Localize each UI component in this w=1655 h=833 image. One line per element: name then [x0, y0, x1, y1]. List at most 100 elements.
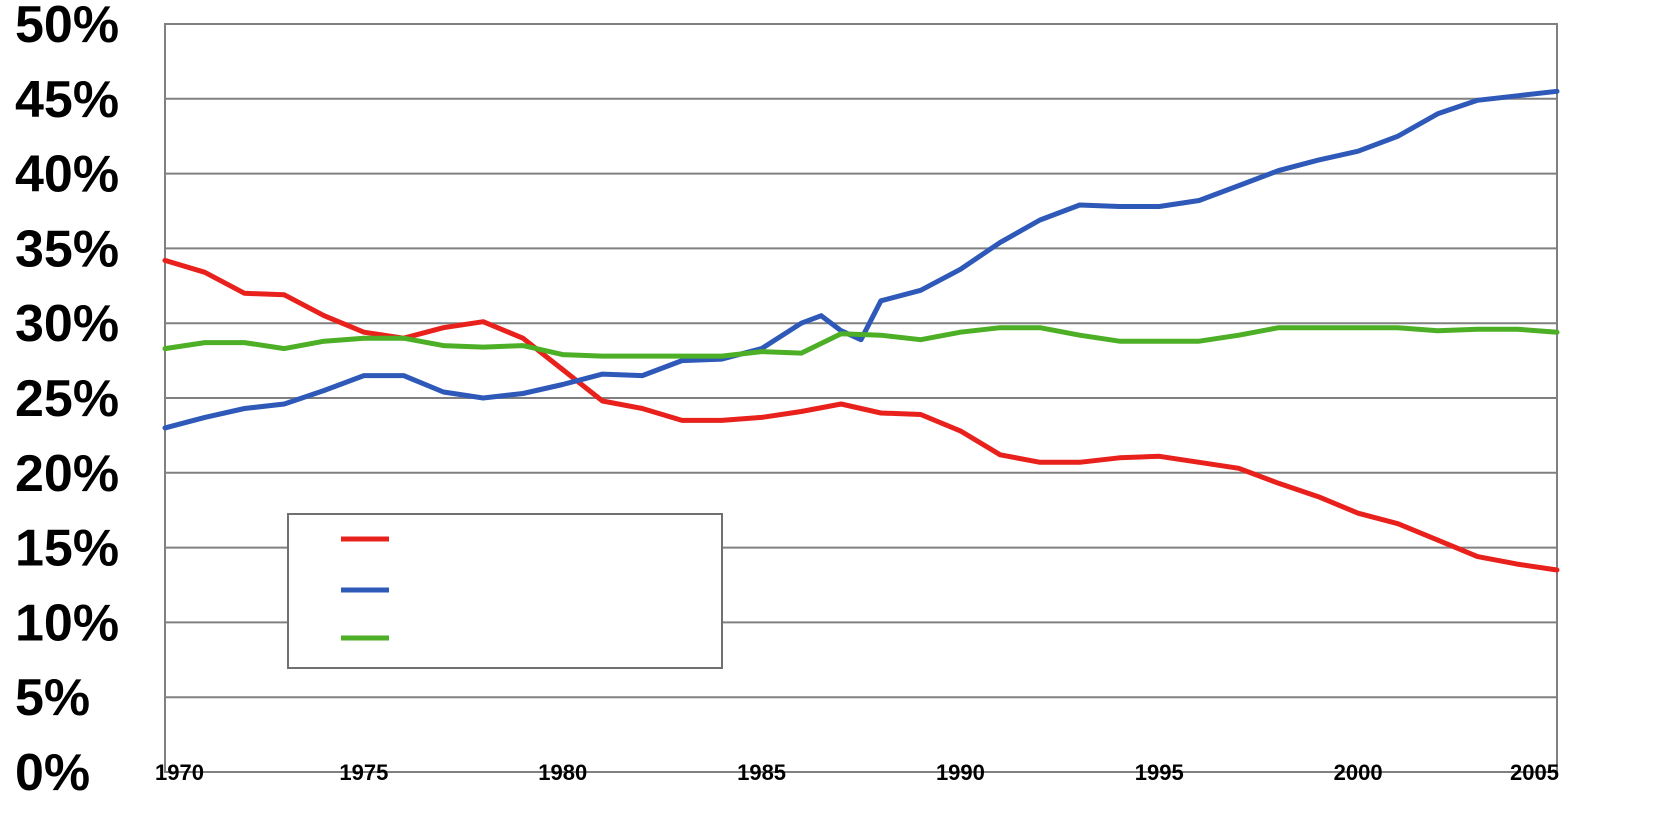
- data-point: [1435, 328, 1440, 333]
- data-point: [1555, 89, 1559, 94]
- data-point: [958, 330, 963, 335]
- data-point: [282, 292, 287, 297]
- y-tick-label: 30%: [15, 295, 119, 353]
- x-tick-label: 1985: [737, 760, 786, 785]
- y-axis-tick-labels: 0% 5% 10% 15% 20% 25% 30% 35% 40% 45% 50%: [15, 0, 119, 802]
- data-point: [1077, 460, 1082, 465]
- data-point: [918, 337, 923, 342]
- data-point: [1157, 454, 1162, 459]
- x-tick-label: 1990: [936, 760, 985, 785]
- plot-area-frame: [164, 23, 1558, 773]
- data-point: [401, 373, 406, 378]
- data-point: [1475, 98, 1480, 103]
- y-tick-label: 50%: [15, 0, 119, 54]
- data-point: [600, 398, 605, 403]
- legend-items: [341, 536, 389, 641]
- data-point: [361, 330, 366, 335]
- data-point: [322, 388, 327, 393]
- series-line: [162, 88, 1560, 431]
- data-point: [1316, 494, 1321, 499]
- data-point: [1276, 168, 1281, 173]
- data-point: [1435, 111, 1440, 116]
- data-point: [719, 418, 724, 423]
- data-point: [242, 291, 247, 296]
- series-3: [162, 325, 1560, 359]
- legend: [287, 513, 723, 669]
- data-point: [202, 270, 207, 275]
- data-point: [1515, 93, 1520, 98]
- x-tick-label: 1980: [538, 760, 587, 785]
- data-point: [1037, 217, 1042, 222]
- x-tick-label: 2005: [1510, 760, 1559, 785]
- data-point: [680, 358, 685, 363]
- data-point: [1395, 134, 1400, 139]
- data-point: [1197, 198, 1202, 203]
- data-point: [163, 346, 167, 351]
- data-point: [1276, 481, 1281, 486]
- data-point: [1236, 183, 1241, 188]
- data-point: [520, 336, 525, 341]
- data-point: [1236, 333, 1241, 338]
- data-point: [1356, 511, 1361, 516]
- data-point: [1515, 327, 1520, 332]
- data-point: [680, 354, 685, 359]
- data-point: [799, 409, 804, 414]
- data-point: [998, 240, 1003, 245]
- x-tick-label: 1970: [155, 760, 204, 785]
- data-point: [1037, 325, 1042, 330]
- data-point: [1395, 521, 1400, 526]
- data-point: [1555, 568, 1559, 573]
- data-point: [242, 340, 247, 345]
- data-point: [560, 382, 565, 387]
- data-point: [401, 336, 406, 341]
- data-point: [441, 390, 446, 395]
- y-tick-label: 25%: [15, 370, 119, 428]
- data-point: [1117, 455, 1122, 460]
- series-2: [162, 88, 1560, 431]
- y-tick-label: 40%: [15, 146, 119, 204]
- data-point: [1117, 339, 1122, 344]
- data-point: [520, 391, 525, 396]
- data-point: [1236, 466, 1241, 471]
- data-point: [1276, 325, 1281, 330]
- data-point: [1037, 460, 1042, 465]
- data-point: [361, 373, 366, 378]
- data-point: [1316, 158, 1321, 163]
- x-tick-label: 1975: [339, 760, 388, 785]
- data-point: [520, 343, 525, 348]
- x-tick-label: 2000: [1334, 760, 1383, 785]
- y-tick-label: 0%: [15, 744, 90, 802]
- data-point: [918, 412, 923, 417]
- y-tick-label: 45%: [15, 71, 119, 129]
- data-point: [1475, 554, 1480, 559]
- data-point: [878, 410, 883, 415]
- data-point: [680, 418, 685, 423]
- data-point: [799, 351, 804, 356]
- data-point: [859, 337, 863, 342]
- data-point: [242, 406, 247, 411]
- data-point: [1077, 203, 1082, 208]
- data-point: [481, 396, 486, 400]
- data-point: [163, 425, 167, 430]
- data-point: [202, 340, 207, 345]
- data-point: [799, 321, 804, 326]
- x-axis-tick-labels: 1970 1975 1980 1985 1990 1995 2000 2005: [155, 760, 1559, 785]
- data-point: [1197, 460, 1202, 465]
- data-point: [600, 354, 605, 359]
- data-point: [719, 354, 724, 359]
- y-tick-label: 10%: [15, 594, 119, 652]
- data-point: [1356, 325, 1361, 330]
- data-point: [1117, 204, 1122, 209]
- data-point: [1435, 538, 1440, 543]
- data-point: [600, 372, 605, 377]
- data-point: [560, 352, 565, 357]
- series-lines: [162, 88, 1560, 573]
- data-point: [998, 452, 1003, 457]
- data-point: [839, 331, 844, 336]
- data-point: [640, 406, 645, 411]
- data-point: [322, 313, 327, 318]
- y-tick-label: 5%: [15, 669, 90, 727]
- data-point: [998, 325, 1003, 330]
- data-point: [361, 336, 366, 341]
